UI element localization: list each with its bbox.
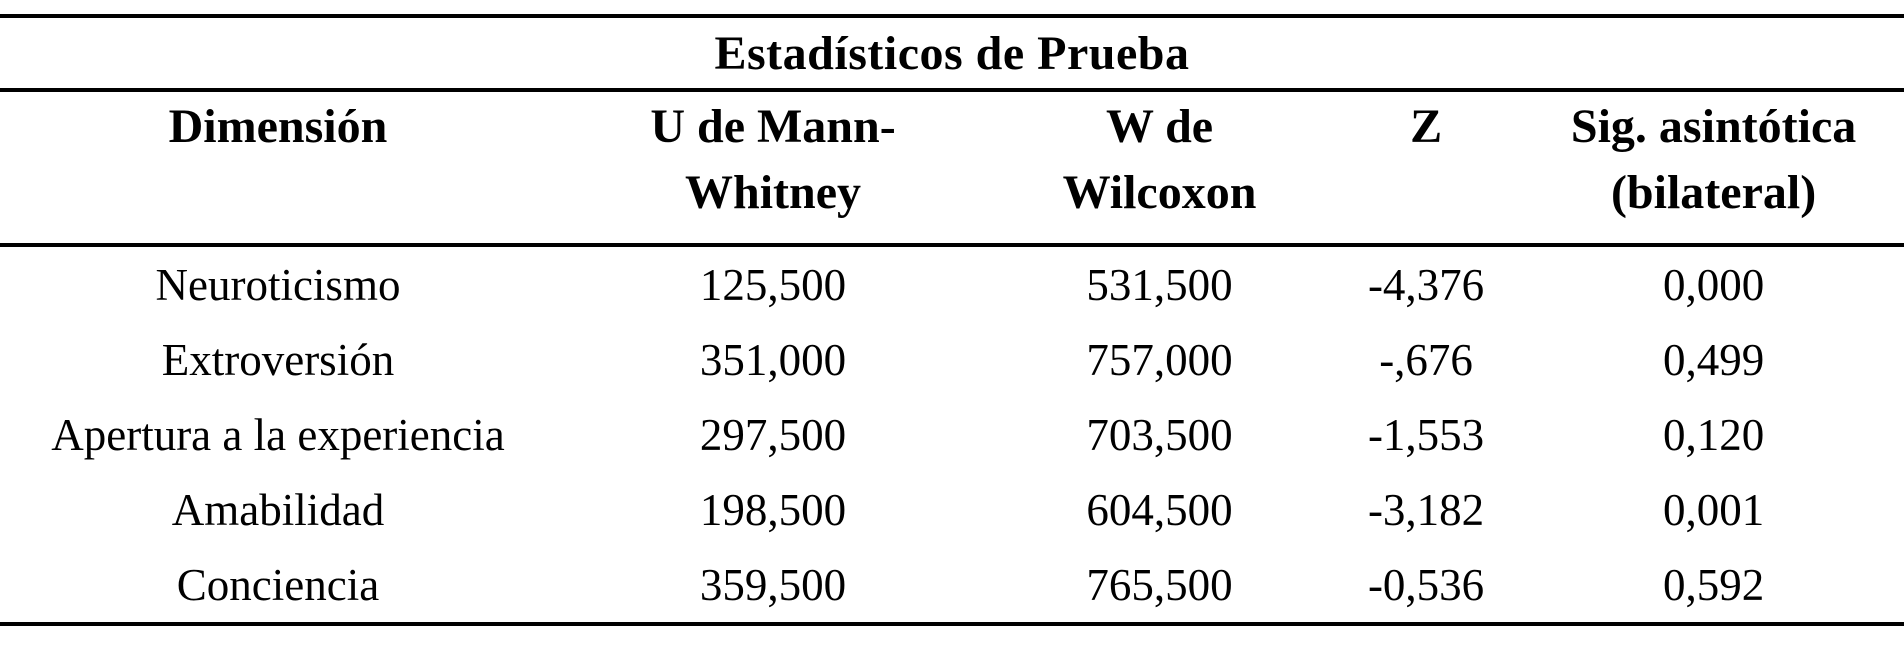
- cell-sig: 0,120: [1662, 409, 1765, 460]
- cell-sig: 0,001: [1662, 484, 1765, 535]
- column-header-label: Dimensión: [168, 100, 388, 153]
- table-bottom-rule: [0, 622, 1904, 626]
- cell-wilcoxon-w: 531,500: [1086, 259, 1233, 310]
- cell-mann-whitney-u: 359,500: [699, 559, 847, 610]
- cell-sig: 0,592: [1662, 559, 1765, 610]
- cell-dimension: Apertura a la experiencia: [51, 409, 505, 460]
- cell-mann-whitney-u: 198,500: [699, 484, 847, 535]
- table-title: Estadísticos de Prueba: [714, 26, 1190, 80]
- cell-z: -1,553: [1367, 409, 1485, 460]
- column-header-wilcoxon-w: W de Wilcoxon: [990, 92, 1329, 243]
- table-row-conciencia: Conciencia 359,500 765,500 -0,536 0,592: [0, 547, 1904, 622]
- title-divider-rule: [0, 88, 1904, 92]
- column-header-label: Z: [1410, 100, 1443, 153]
- cell-sig: 0,499: [1662, 334, 1765, 385]
- cell-dimension: Conciencia: [176, 559, 380, 610]
- table-top-rule: [0, 14, 1904, 18]
- table-row-apertura: Apertura a la experiencia 297,500 703,50…: [0, 397, 1904, 472]
- cell-mann-whitney-u: 351,000: [699, 334, 847, 385]
- cell-dimension: Neuroticismo: [155, 259, 401, 310]
- column-header-label-line2: (bilateral): [1610, 166, 1817, 219]
- column-header-asymptotic-sig: Sig. asintótica (bilateral): [1523, 92, 1904, 243]
- cell-wilcoxon-w: 765,500: [1086, 559, 1233, 610]
- table-row-extroversion: Extroversión 351,000 757,000 -,676 0,499: [0, 322, 1904, 397]
- column-header-label: U de Mann-: [650, 100, 896, 153]
- cell-mann-whitney-u: 125,500: [699, 259, 847, 310]
- table-body: Neuroticismo 125,500 531,500 -4,376 0,00…: [0, 247, 1904, 622]
- cell-sig: 0,000: [1662, 259, 1765, 310]
- cell-dimension: Amabilidad: [171, 484, 385, 535]
- header-divider-rule: [0, 243, 1904, 247]
- column-header-z: Z: [1329, 92, 1523, 243]
- column-header-label: W de: [1105, 100, 1214, 153]
- table-row-neuroticismo: Neuroticismo 125,500 531,500 -4,376 0,00…: [0, 247, 1904, 322]
- bottom-margin: [0, 626, 1904, 646]
- column-header-label: Sig. asintótica: [1570, 100, 1857, 153]
- cell-mann-whitney-u: 297,500: [699, 409, 847, 460]
- table-row-amabilidad: Amabilidad 198,500 604,500 -3,182 0,001: [0, 472, 1904, 547]
- cell-wilcoxon-w: 604,500: [1086, 484, 1233, 535]
- cell-wilcoxon-w: 757,000: [1086, 334, 1233, 385]
- table-header-row: Dimensión U de Mann- Whitney W de Wilcox…: [0, 92, 1904, 243]
- cell-z: -0,536: [1367, 559, 1485, 610]
- cell-z: -,676: [1379, 334, 1473, 385]
- cell-wilcoxon-w: 703,500: [1086, 409, 1233, 460]
- column-header-mann-whitney-u: U de Mann- Whitney: [556, 92, 990, 243]
- cell-z: -4,376: [1367, 259, 1485, 310]
- column-header-dimension: Dimensión: [0, 92, 556, 243]
- column-header-label-line2: Wilcoxon: [1062, 166, 1257, 219]
- column-header-label-line2: Whitney: [685, 166, 862, 219]
- cell-dimension: Extroversión: [161, 334, 395, 385]
- cell-z: -3,182: [1367, 484, 1485, 535]
